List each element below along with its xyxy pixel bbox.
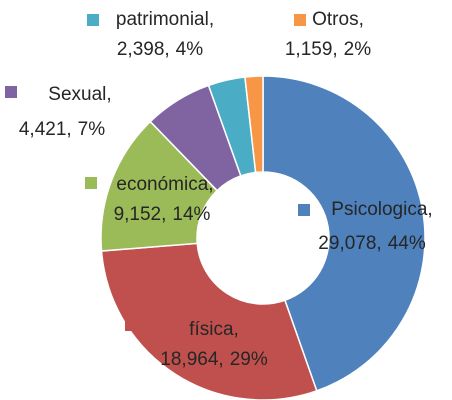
separator: , [164, 39, 169, 60]
value-label: 29,078 [318, 233, 376, 254]
value-label: 9,152 [114, 204, 162, 225]
legend-key [125, 319, 137, 331]
data-label: 4,421, 7% [19, 119, 105, 140]
separator: , [208, 174, 213, 195]
category-name: Sexual [48, 84, 106, 105]
legend-key [298, 204, 310, 216]
donut-slice [262, 75, 426, 392]
data-label: física, [189, 319, 239, 340]
category-name: patrimonial [116, 9, 209, 30]
data-label: económica, [116, 174, 213, 195]
category-name: física [189, 319, 234, 340]
legend-key [5, 86, 17, 98]
donut-slice [100, 120, 219, 252]
data-label: Psicologica, [331, 199, 432, 220]
value-label: 1,159 [285, 39, 333, 60]
separator: , [376, 233, 381, 254]
separator: , [332, 39, 337, 60]
data-label: 2,398, 4% [117, 39, 203, 60]
separator: , [427, 199, 432, 220]
percent-label: 2% [344, 39, 372, 60]
data-label: 29,078, 44% [318, 233, 426, 254]
value-label: 18,964 [160, 349, 219, 370]
legend-key [87, 14, 99, 26]
percent-label: 14% [172, 204, 210, 225]
separator: , [218, 349, 223, 370]
legend-key [294, 14, 306, 26]
data-label: Sexual, [48, 84, 111, 105]
separator: , [106, 84, 111, 105]
percent-label: 4% [176, 39, 204, 60]
separator: , [234, 319, 239, 340]
donut-slice [100, 242, 318, 400]
separator: , [66, 119, 71, 140]
category-name: Psicologica [331, 199, 428, 220]
separator: , [359, 9, 364, 30]
category-name: Otros [312, 9, 358, 30]
donut-slice [244, 75, 264, 174]
value-label: 2,398 [117, 39, 165, 60]
percent-label: 44% [388, 233, 426, 254]
separator: , [209, 9, 214, 30]
legend-key [85, 177, 97, 189]
separator: , [161, 204, 166, 225]
data-label: 18,964, 29% [160, 349, 268, 370]
data-label: patrimonial, [116, 9, 214, 30]
data-label: 1,159, 2% [285, 39, 371, 60]
percent-label: 29% [230, 349, 268, 370]
value-label: 4,421 [19, 119, 67, 140]
data-label: Otros, [312, 9, 364, 30]
category-name: económica [116, 174, 208, 195]
data-label: 9,152, 14% [114, 204, 211, 225]
percent-label: 7% [78, 119, 106, 140]
